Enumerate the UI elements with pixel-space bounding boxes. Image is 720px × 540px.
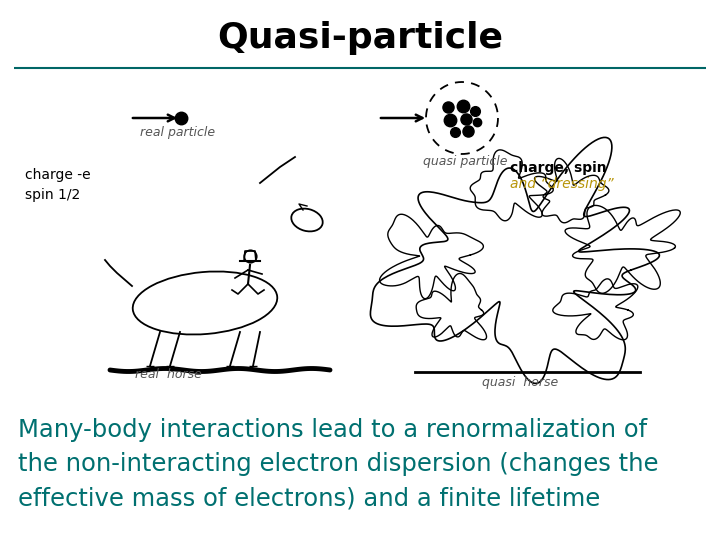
Text: Quasi-particle: Quasi-particle <box>217 21 503 55</box>
Text: real particle: real particle <box>140 126 215 139</box>
Text: quasi  horse: quasi horse <box>482 376 558 389</box>
Text: quasi particle: quasi particle <box>423 155 508 168</box>
Text: real  horse: real horse <box>135 368 202 381</box>
Text: charge -e
spin 1/2: charge -e spin 1/2 <box>25 168 91 201</box>
Text: and “dressing”: and “dressing” <box>510 177 613 191</box>
Text: Many-body interactions lead to a renormalization of
the non-interacting electron: Many-body interactions lead to a renorma… <box>18 418 659 511</box>
Text: charge, spin: charge, spin <box>510 161 607 175</box>
